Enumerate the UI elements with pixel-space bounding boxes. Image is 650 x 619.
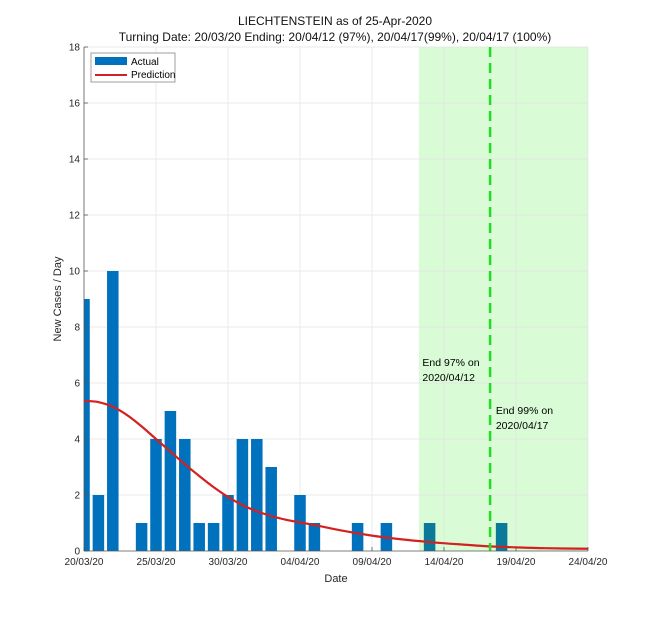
bar-actual (193, 523, 205, 551)
legend: Actual Prediction (90, 52, 175, 83)
bar-actual (107, 271, 119, 551)
bar-actual (84, 299, 90, 551)
bar-actual (164, 411, 177, 551)
y-tick-label: 14 (69, 155, 81, 166)
x-tick-label: 04/04/20 (281, 557, 320, 568)
x-tick-label: 14/04/20 (425, 557, 464, 568)
x-tick-label: 25/03/20 (137, 557, 176, 568)
bar-actual (265, 467, 277, 551)
annotation-text: 2020/04/17 (496, 420, 549, 432)
y-tick-label: 2 (74, 491, 80, 502)
bar-actual (92, 495, 105, 551)
y-tick-label: 4 (74, 435, 80, 446)
annotation-text: 2020/04/12 (422, 372, 475, 384)
y-axis-label: New Cases / Day (52, 256, 64, 341)
y-tick-label: 10 (69, 267, 81, 278)
annotation-text: End 97% on (422, 357, 479, 369)
bar-actual (351, 523, 364, 551)
bar-actual (308, 523, 321, 551)
legend-label-actual: Actual (131, 57, 159, 68)
chart-title: LIECHTENSTEIN as of 25-Apr-2020 (238, 14, 432, 28)
y-tick-label: 0 (74, 547, 80, 558)
bar-actual (179, 439, 191, 551)
x-tick-label: 24/04/20 (569, 557, 608, 568)
x-tick-label: 09/04/20 (353, 557, 392, 568)
bar-actual (150, 439, 162, 551)
bar-actual (222, 495, 234, 551)
chart-subtitle: Turning Date: 20/03/20 Ending: 20/04/12 … (119, 30, 552, 44)
bar-actual (423, 523, 436, 551)
bar-actual (251, 439, 263, 551)
y-tick-label: 18 (69, 43, 81, 54)
bar-actual (495, 523, 508, 551)
y-tick-label: 8 (74, 323, 80, 334)
bar-actual (236, 439, 249, 551)
x-axis-label: Date (324, 573, 347, 585)
x-tick-label: 20/03/20 (65, 557, 104, 568)
x-tick-label: 30/03/20 (209, 557, 248, 568)
bar-actual (207, 523, 220, 551)
prediction-line (83, 399, 589, 550)
y-tick-label: 6 (74, 379, 80, 390)
legend-label-prediction: Prediction (131, 70, 175, 81)
annotation-text: End 99% on (496, 405, 553, 417)
y-tick-label: 12 (69, 211, 81, 222)
y-tick-label: 16 (69, 99, 81, 110)
shaded-ending-region (418, 47, 588, 551)
bar-actual (135, 523, 148, 551)
x-tick-label: 19/04/20 (497, 557, 536, 568)
legend-swatch-actual (95, 57, 127, 65)
